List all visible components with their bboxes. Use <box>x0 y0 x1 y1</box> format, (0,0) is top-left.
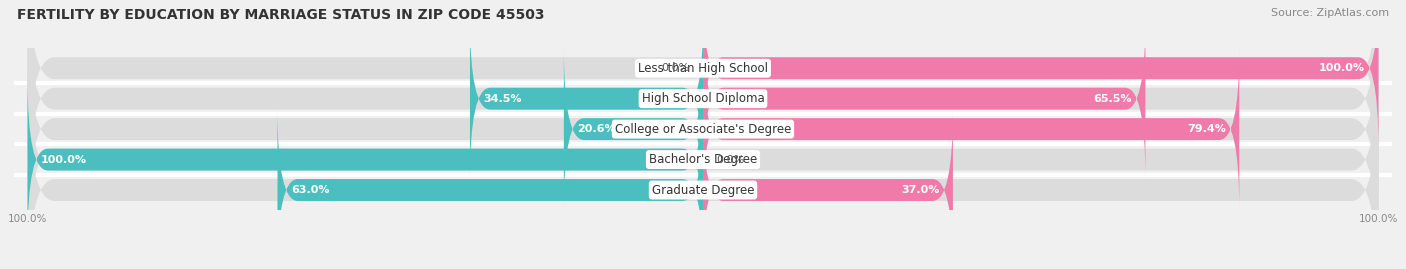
Text: High School Diploma: High School Diploma <box>641 92 765 105</box>
FancyBboxPatch shape <box>28 49 1378 269</box>
FancyBboxPatch shape <box>703 110 953 269</box>
Text: Bachelor's Degree: Bachelor's Degree <box>650 153 756 166</box>
FancyBboxPatch shape <box>277 110 703 269</box>
Text: Graduate Degree: Graduate Degree <box>652 183 754 197</box>
Text: 100.0%: 100.0% <box>41 155 87 165</box>
FancyBboxPatch shape <box>28 79 703 240</box>
Text: 37.0%: 37.0% <box>901 185 939 195</box>
FancyBboxPatch shape <box>28 18 1378 240</box>
FancyBboxPatch shape <box>28 79 1378 269</box>
FancyBboxPatch shape <box>703 49 1239 210</box>
Text: FERTILITY BY EDUCATION BY MARRIAGE STATUS IN ZIP CODE 45503: FERTILITY BY EDUCATION BY MARRIAGE STATU… <box>17 8 544 22</box>
Text: 63.0%: 63.0% <box>291 185 329 195</box>
Text: College or Associate's Degree: College or Associate's Degree <box>614 123 792 136</box>
FancyBboxPatch shape <box>703 0 1378 148</box>
Text: 20.6%: 20.6% <box>578 124 616 134</box>
Text: 79.4%: 79.4% <box>1187 124 1226 134</box>
FancyBboxPatch shape <box>703 18 1146 179</box>
Text: 0.0%: 0.0% <box>717 155 745 165</box>
Text: Less than High School: Less than High School <box>638 62 768 75</box>
Text: Source: ZipAtlas.com: Source: ZipAtlas.com <box>1271 8 1389 18</box>
Text: 100.0%: 100.0% <box>1319 63 1365 73</box>
Text: 34.5%: 34.5% <box>484 94 522 104</box>
Text: 65.5%: 65.5% <box>1094 94 1132 104</box>
Text: 0.0%: 0.0% <box>661 63 689 73</box>
FancyBboxPatch shape <box>564 49 703 210</box>
FancyBboxPatch shape <box>28 0 1378 179</box>
FancyBboxPatch shape <box>470 18 703 179</box>
FancyBboxPatch shape <box>28 0 1378 210</box>
